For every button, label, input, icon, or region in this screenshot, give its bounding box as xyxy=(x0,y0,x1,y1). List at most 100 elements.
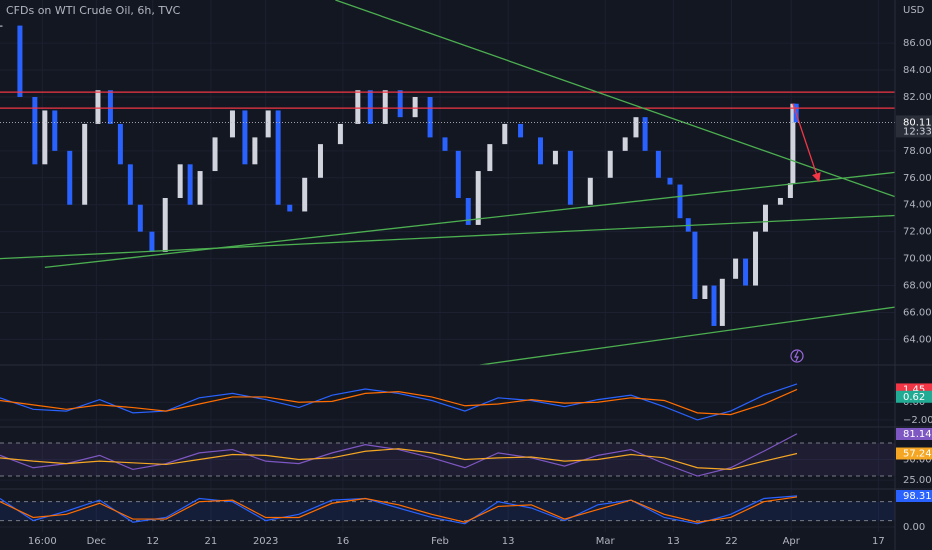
y-tick-label: 78.00 xyxy=(903,146,932,157)
candle xyxy=(162,197,168,252)
value-box xyxy=(896,390,932,403)
candle xyxy=(95,90,101,124)
x-tick-label: 13 xyxy=(502,536,515,547)
candle xyxy=(787,183,793,198)
candle xyxy=(607,150,613,178)
alert-icon[interactable] xyxy=(790,349,804,363)
candle xyxy=(567,150,573,205)
indicator-line xyxy=(0,496,798,523)
candle xyxy=(487,144,493,172)
candle xyxy=(117,123,123,165)
candle xyxy=(212,137,218,172)
candle xyxy=(137,204,143,232)
candle xyxy=(302,177,308,212)
arrow xyxy=(792,103,821,183)
y-tick-label: 50.00 xyxy=(903,454,932,465)
x-tick-label: 21 xyxy=(205,536,218,547)
candle xyxy=(149,231,155,252)
x-tick-label: Apr xyxy=(783,536,801,547)
candle xyxy=(382,90,388,124)
candle xyxy=(702,285,708,300)
candle xyxy=(552,150,558,165)
plot-area xyxy=(0,0,895,532)
candle xyxy=(177,164,183,198)
x-tick-label: 12 xyxy=(146,536,159,547)
candle xyxy=(32,96,38,165)
candle xyxy=(265,110,271,138)
candle xyxy=(52,110,58,151)
y-tick-label: 76.00 xyxy=(903,173,932,184)
candle xyxy=(0,25,3,27)
candle xyxy=(518,123,524,138)
candle xyxy=(455,150,461,198)
candle xyxy=(622,137,628,151)
y-tick-label: 82.00 xyxy=(903,92,932,103)
candle xyxy=(442,137,448,151)
candle xyxy=(777,197,783,205)
trend-line xyxy=(0,214,895,260)
candle xyxy=(733,258,739,279)
value-label: 98.31 xyxy=(903,491,932,502)
candle xyxy=(287,204,293,212)
candle xyxy=(412,96,418,118)
trend-line xyxy=(335,0,895,198)
y-tick-label: 70.00 xyxy=(903,254,932,265)
y-tick-label: 64.00 xyxy=(903,334,932,345)
x-tick-label: 2023 xyxy=(253,536,278,547)
candle xyxy=(127,164,133,205)
candle xyxy=(677,184,683,219)
x-tick-label: Mar xyxy=(596,536,616,547)
candle xyxy=(197,171,203,205)
candle xyxy=(753,231,759,286)
candle xyxy=(82,123,88,205)
symbol-title: CFDs on WTI Crude Oil, 6h, TVC xyxy=(6,4,181,17)
trend-line xyxy=(479,306,895,366)
value-box xyxy=(896,447,932,460)
candle xyxy=(743,258,749,286)
x-tick-label: Feb xyxy=(431,536,449,547)
value-label: 1.45 xyxy=(903,384,925,395)
candle xyxy=(537,137,543,165)
y-tick-label: 66.00 xyxy=(903,307,932,318)
candle xyxy=(427,96,433,138)
indicator-line xyxy=(0,448,798,471)
indicator-line xyxy=(0,433,798,477)
y-tick-label: 86.00 xyxy=(903,38,932,49)
x-tick-label: 16:00 xyxy=(28,536,57,547)
value-box xyxy=(896,490,932,502)
candle xyxy=(465,197,471,225)
candle xyxy=(187,164,193,205)
countdown: 12:33 xyxy=(903,126,932,137)
candle xyxy=(229,110,235,138)
indicator-line xyxy=(0,388,798,416)
last-price: 80.11 xyxy=(903,117,932,128)
candle xyxy=(107,90,113,124)
candle xyxy=(790,103,796,184)
y-tick-label: 68.00 xyxy=(903,281,932,292)
indicator-line xyxy=(0,495,798,525)
candle xyxy=(67,150,73,205)
candle xyxy=(475,171,481,225)
candle xyxy=(397,90,403,118)
trend-line xyxy=(44,171,895,268)
candle xyxy=(719,278,725,326)
value-label: 81.14 xyxy=(903,429,932,440)
candle xyxy=(502,123,508,145)
x-tick-label: 17 xyxy=(872,536,885,547)
candle xyxy=(655,150,661,178)
candle xyxy=(317,144,323,178)
y-tick-label: 84.00 xyxy=(903,65,932,76)
candle xyxy=(337,123,343,145)
currency: USD xyxy=(903,5,925,16)
last-price-box xyxy=(896,115,932,138)
candle xyxy=(252,137,258,165)
candle xyxy=(633,117,639,138)
candle xyxy=(692,231,698,300)
y-tick-label: 0.00 xyxy=(903,522,925,533)
x-tick-label: Dec xyxy=(87,536,106,547)
y-tick-label: 72.00 xyxy=(903,227,932,238)
indicator-line xyxy=(0,383,798,421)
y-tick-label: 74.00 xyxy=(903,200,932,211)
candle xyxy=(367,90,373,124)
